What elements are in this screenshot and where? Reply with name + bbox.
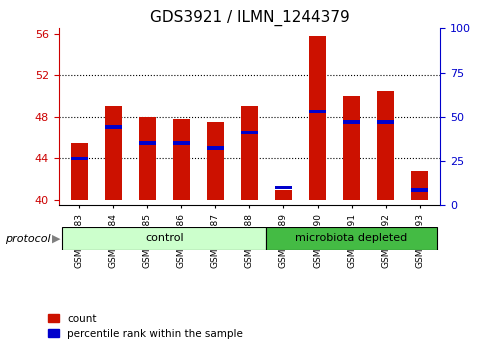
Bar (104, 107, 122, 200)
Bar (241, 107, 257, 200)
Bar (70, 156, 87, 160)
Bar (172, 119, 189, 200)
Text: microbiota depleted: microbiota depleted (295, 233, 407, 243)
Bar (172, 141, 189, 145)
Bar (343, 120, 359, 124)
Bar (241, 131, 257, 134)
Text: ▶: ▶ (52, 234, 61, 244)
Title: GDS3921 / ILMN_1244379: GDS3921 / ILMN_1244379 (149, 9, 348, 25)
Bar (308, 36, 325, 200)
Bar (266, 227, 436, 250)
Text: control: control (144, 233, 183, 243)
Bar (206, 122, 224, 200)
Bar (104, 125, 122, 129)
Bar (410, 188, 427, 192)
Bar (139, 141, 155, 145)
Legend: count, percentile rank within the sample: count, percentile rank within the sample (44, 310, 247, 343)
Bar (343, 96, 359, 200)
Bar (206, 146, 224, 150)
Text: protocol: protocol (5, 234, 50, 244)
Bar (376, 120, 393, 124)
Bar (70, 143, 87, 200)
Bar (139, 117, 155, 200)
Bar (62, 227, 266, 250)
Bar (410, 171, 427, 200)
Bar (274, 186, 291, 189)
Bar (274, 190, 291, 200)
Bar (308, 110, 325, 113)
Bar (376, 91, 393, 200)
